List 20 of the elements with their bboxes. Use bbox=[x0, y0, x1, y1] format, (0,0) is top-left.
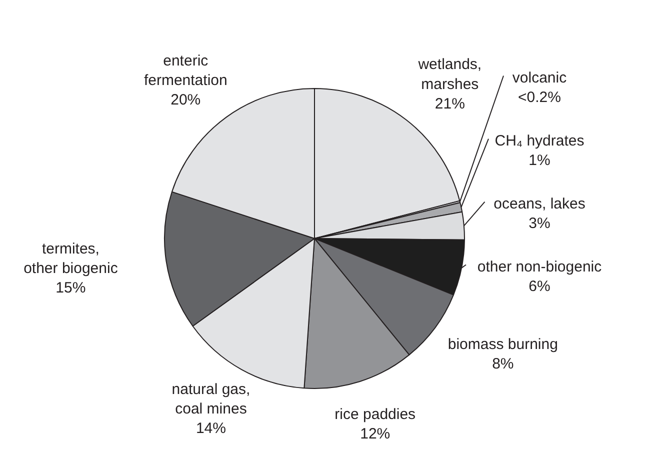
data-label: 21% bbox=[434, 95, 465, 112]
data-label: 15% bbox=[56, 279, 86, 296]
slice-label: termites, other biogenic bbox=[24, 240, 118, 277]
data-label: <0.2% bbox=[518, 89, 561, 106]
data-label: 12% bbox=[360, 426, 390, 443]
data-label: 3% bbox=[528, 215, 550, 232]
slice-label: natural gas, coal mines bbox=[172, 380, 250, 418]
slice-label: enteric fermentation bbox=[144, 52, 228, 90]
data-label: 1% bbox=[528, 152, 550, 170]
slice-label: oceans, lakes bbox=[494, 195, 586, 212]
data-label: 8% bbox=[492, 356, 514, 373]
data-label: 6% bbox=[528, 278, 550, 296]
slice-label: CH₄ hydrates bbox=[494, 132, 584, 150]
data-label: 14% bbox=[196, 420, 226, 437]
data-label: 20% bbox=[170, 92, 201, 109]
slice-label: rice paddies bbox=[334, 406, 416, 424]
slice-label: wetlands, marshes bbox=[417, 56, 482, 93]
slice-label: biomass burning bbox=[448, 336, 558, 354]
slice-label: volcanic bbox=[512, 69, 568, 86]
slice-label: other non-biogenic bbox=[477, 258, 602, 276]
